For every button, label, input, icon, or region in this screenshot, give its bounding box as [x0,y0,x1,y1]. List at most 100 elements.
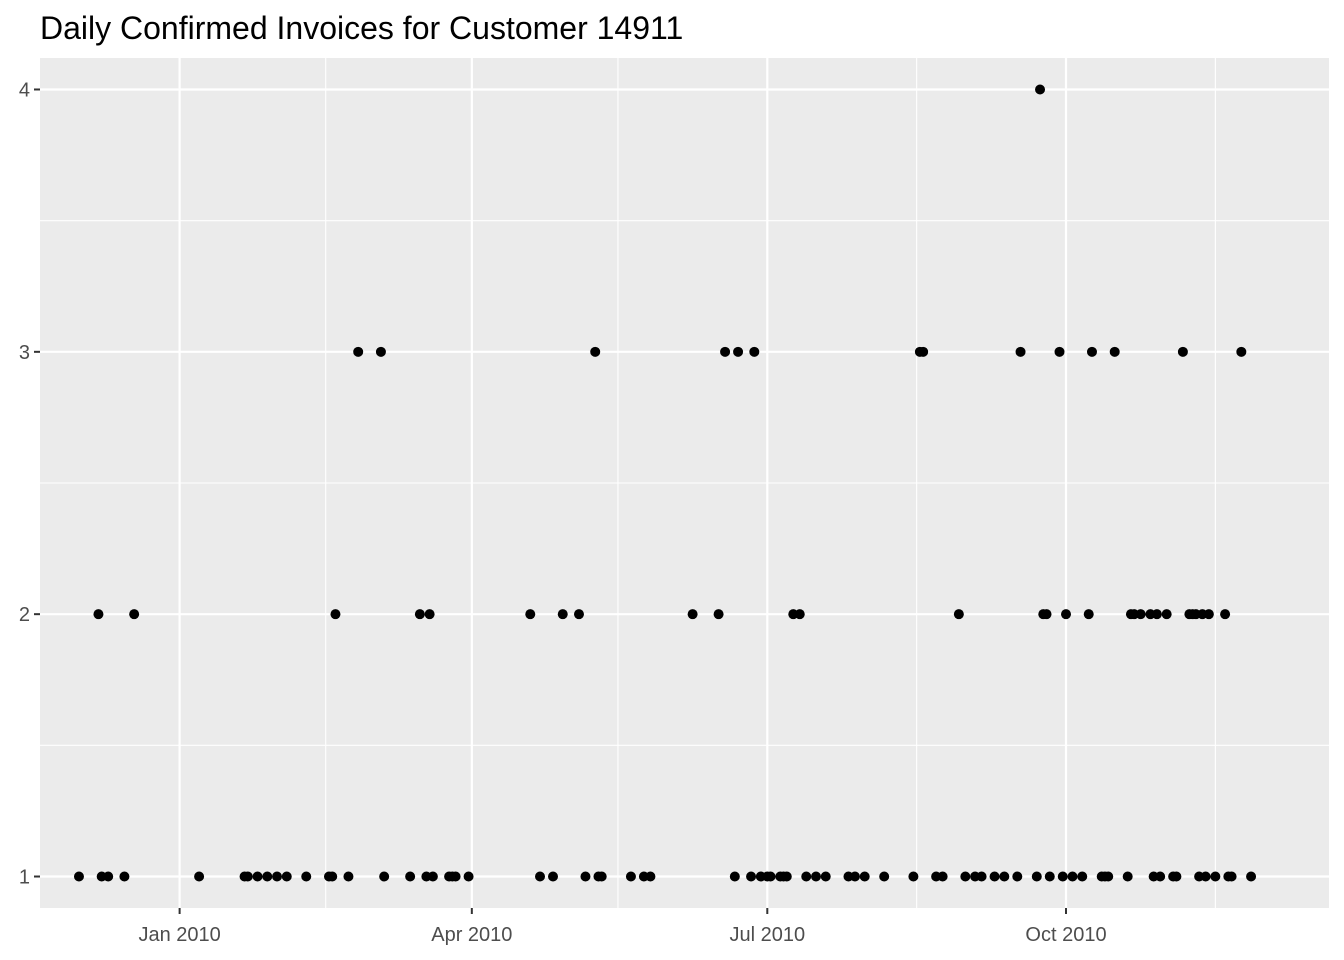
data-point [918,346,929,357]
data-point [687,609,698,620]
data-point [424,609,435,620]
data-point [1041,609,1052,620]
data-point [781,871,792,882]
data-point [713,609,724,620]
data-point [1109,346,1120,357]
data-point [879,871,890,882]
data-point [129,609,140,620]
data-points [73,84,1257,882]
data-point [1161,609,1172,620]
data-point [733,346,744,357]
data-point [1044,871,1055,882]
data-point [765,871,776,882]
minor-gridlines [40,58,1329,908]
data-point [1236,346,1247,357]
y-tick-label: 4 [19,79,30,101]
x-tick-label: Oct 2010 [1025,924,1106,946]
data-point [1067,871,1078,882]
data-point [1155,871,1166,882]
data-point [573,609,584,620]
data-point [590,346,601,357]
data-point [794,609,805,620]
data-point [749,346,760,357]
data-point [301,871,312,882]
data-point [960,871,971,882]
data-point [729,871,740,882]
data-point [1083,609,1094,620]
data-point [596,871,607,882]
data-point [194,871,205,882]
data-point [859,871,870,882]
data-point [450,871,461,882]
data-point [1086,346,1097,357]
data-point [989,871,1000,882]
data-point [801,871,812,882]
data-point [849,871,860,882]
data-point [937,871,948,882]
data-point [820,871,831,882]
data-point [1061,609,1072,620]
data-point [908,871,919,882]
y-tick-label: 1 [19,867,30,889]
data-point [272,871,283,882]
data-point [1035,84,1046,95]
data-point [580,871,591,882]
data-point [557,609,568,620]
data-point [405,871,416,882]
data-point [1015,346,1026,357]
data-point [976,871,987,882]
data-point [1054,346,1065,357]
x-tick-label: Apr 2010 [431,924,512,946]
data-point [343,871,354,882]
data-point [625,871,636,882]
x-tick-label: Jul 2010 [729,924,805,946]
data-point [953,609,964,620]
data-point [414,609,425,620]
y-axis: 1 2 3 4 [19,79,40,889]
data-point [1031,871,1042,882]
data-point [1246,871,1257,882]
data-point [746,871,757,882]
data-point [327,871,338,882]
data-point [1226,871,1237,882]
data-point [73,871,84,882]
x-axis: Jan 2010 Apr 2010 Jul 2010 Oct 2010 [138,908,1107,946]
data-point [810,871,821,882]
data-point [1200,871,1211,882]
data-point [353,346,364,357]
data-point [1177,346,1188,357]
data-point [330,609,341,620]
chart-title: Daily Confirmed Invoices for Customer 14… [40,10,684,46]
data-point [525,609,536,620]
data-point [1220,609,1231,620]
data-point [427,871,438,882]
data-point [535,871,546,882]
data-point [1077,871,1088,882]
data-point [242,871,253,882]
y-tick-label: 2 [19,604,30,626]
data-point [548,871,559,882]
data-point [1151,609,1162,620]
data-point [1210,871,1221,882]
data-point [1057,871,1068,882]
data-point [999,871,1010,882]
data-point [93,609,104,620]
data-point [103,871,114,882]
data-point [119,871,130,882]
data-point [375,346,386,357]
data-point [1012,871,1023,882]
data-point [379,871,390,882]
data-point [1122,871,1133,882]
data-point [1135,609,1146,620]
data-point [281,871,292,882]
data-point [1203,609,1214,620]
x-tick-label: Jan 2010 [138,924,220,946]
data-point [463,871,474,882]
y-tick-label: 3 [19,342,30,364]
data-point [720,346,731,357]
data-point [1171,871,1182,882]
data-point [645,871,656,882]
data-point [262,871,273,882]
data-point [252,871,263,882]
